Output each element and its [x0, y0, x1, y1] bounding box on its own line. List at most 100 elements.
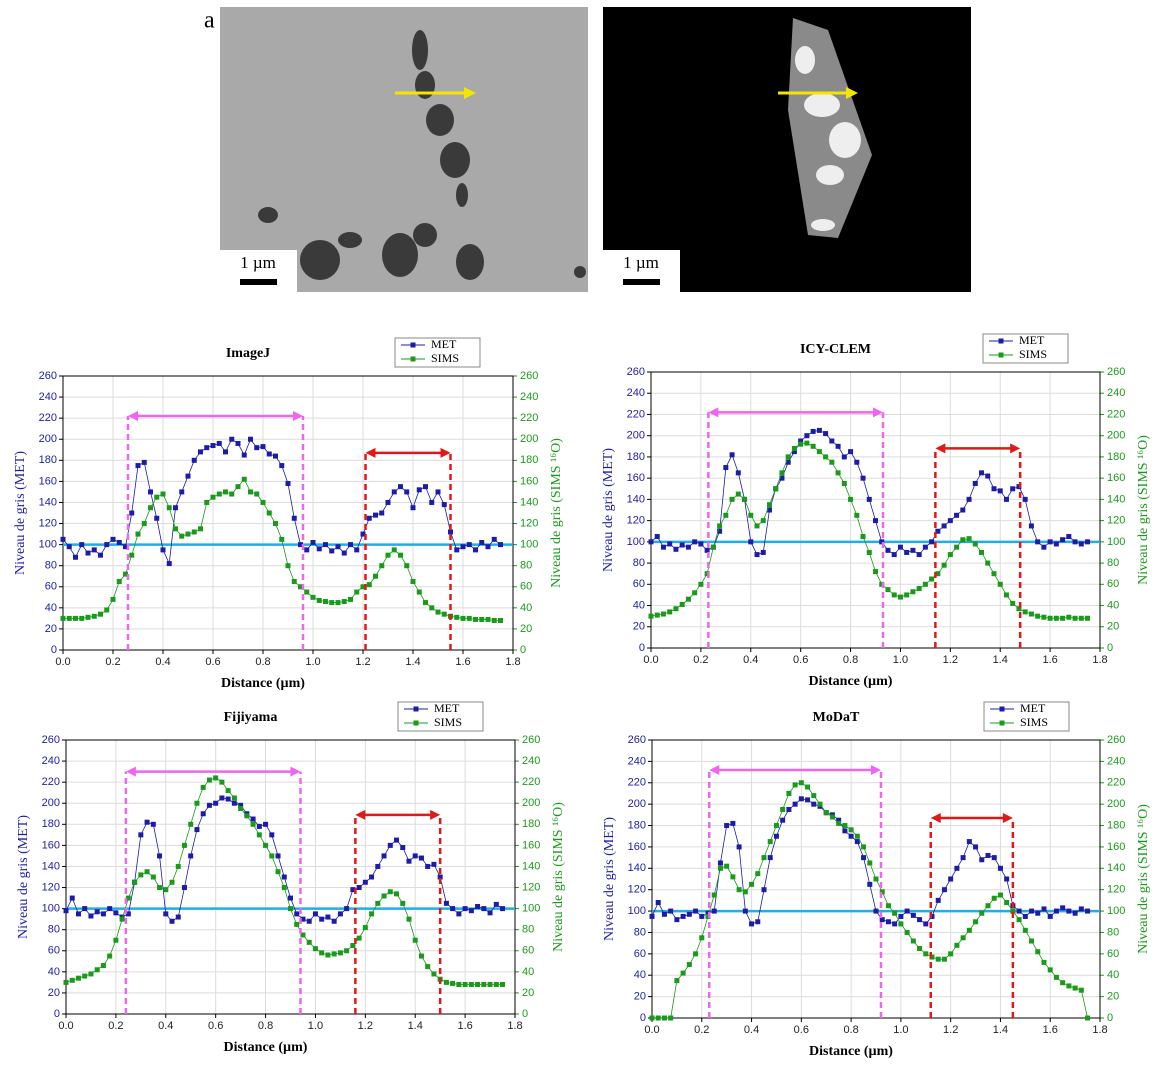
x-axis-label: Distance (µm)	[809, 1044, 893, 1059]
data-point	[312, 946, 318, 952]
arrow-head	[365, 447, 376, 458]
data-point	[104, 607, 110, 613]
data-point	[285, 480, 291, 486]
data-point	[410, 505, 416, 511]
y-axis-label: Niveau de gris (MET)	[602, 817, 617, 941]
data-point	[406, 916, 412, 922]
y2-tick-label: 180	[1107, 451, 1125, 463]
data-point	[129, 552, 135, 558]
data-point	[773, 833, 779, 839]
x-tick-label: 1.6	[455, 656, 470, 668]
data-point	[223, 489, 228, 495]
data-point	[693, 908, 699, 914]
data-point	[244, 813, 250, 819]
data-point	[235, 440, 241, 446]
data-point	[206, 777, 212, 783]
data-point	[150, 821, 156, 827]
data-point	[350, 943, 356, 948]
data-point	[674, 917, 680, 923]
data-point	[935, 528, 941, 534]
data-point	[879, 539, 885, 545]
legend-marker	[999, 706, 1005, 712]
data-point	[300, 932, 306, 938]
data-point	[1060, 980, 1066, 986]
data-point	[761, 855, 767, 861]
data-point	[1041, 906, 1047, 912]
x-tick-label: 1.2	[943, 1024, 958, 1036]
data-point	[200, 811, 206, 817]
data-point	[498, 617, 503, 623]
data-point	[416, 487, 422, 493]
data-point	[885, 919, 891, 925]
data-point	[491, 536, 497, 542]
data-point	[493, 901, 499, 907]
y2-tick-label: 40	[1107, 969, 1119, 981]
data-point	[867, 881, 873, 887]
data-point	[210, 443, 216, 449]
data-point	[836, 820, 842, 826]
data-point	[966, 536, 972, 542]
data-point	[66, 615, 72, 621]
data-point	[836, 817, 842, 823]
plot-frame	[65, 739, 516, 1015]
y2-tick-label: 140	[1107, 493, 1125, 505]
x-tick-label: 1.0	[305, 656, 320, 668]
data-point	[861, 855, 867, 861]
data-point	[487, 910, 493, 916]
data-point	[979, 857, 985, 863]
y-tick-label: 240	[627, 387, 645, 399]
y-tick-label: 0	[51, 644, 57, 656]
data-point	[100, 963, 106, 969]
data-point	[344, 906, 350, 912]
data-point	[288, 906, 293, 912]
y-tick-label: 120	[42, 881, 60, 893]
data-point	[366, 515, 372, 521]
y2-tick-label: 120	[520, 517, 538, 529]
x-tick-label: 1.4	[405, 656, 420, 668]
data-point	[1047, 539, 1053, 545]
data-point	[885, 903, 891, 909]
y2-tick-label: 240	[520, 391, 538, 403]
data-point	[429, 499, 435, 505]
data-point	[972, 541, 978, 547]
y-tick-label: 220	[39, 412, 57, 424]
data-point	[966, 927, 972, 933]
data-point	[798, 438, 804, 444]
data-point	[648, 613, 654, 619]
data-point	[229, 491, 235, 497]
data-point	[387, 889, 393, 895]
data-point	[281, 874, 287, 880]
data-point	[269, 853, 275, 859]
data-point	[298, 542, 303, 548]
data-point	[680, 913, 686, 919]
data-point	[935, 571, 941, 577]
y-tick-label: 0	[640, 1012, 646, 1024]
chart-title: Fijiyama	[224, 710, 278, 725]
y2-axis-label: Niveau de gris (SIMS ¹⁶O)	[551, 802, 566, 952]
data-point	[316, 546, 322, 552]
x-axis-label: Distance (µm)	[221, 676, 305, 691]
data-point	[679, 601, 685, 607]
data-point	[223, 449, 228, 455]
data-point	[423, 600, 428, 606]
data-point	[779, 470, 785, 476]
data-point	[406, 858, 412, 864]
legend-label: SIMS	[1020, 715, 1048, 729]
data-point	[225, 788, 231, 794]
data-point	[954, 942, 960, 948]
y2-tick-label: 260	[522, 734, 540, 746]
y2-tick-label: 80	[1107, 557, 1119, 569]
data-point	[1022, 496, 1028, 502]
data-point	[200, 784, 206, 790]
data-point	[935, 956, 941, 962]
data-point	[842, 823, 848, 829]
data-point	[379, 510, 385, 516]
data-point	[323, 599, 328, 605]
y2-tick-label: 180	[520, 454, 538, 466]
data-point	[273, 453, 278, 459]
data-point	[98, 611, 103, 617]
data-point	[85, 614, 91, 620]
legend-box	[394, 337, 481, 368]
data-point	[204, 499, 210, 505]
data-point	[104, 542, 110, 548]
